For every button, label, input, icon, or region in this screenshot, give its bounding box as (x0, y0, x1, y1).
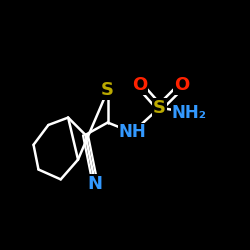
Text: O: O (132, 76, 148, 94)
Text: O: O (174, 76, 190, 94)
Text: S: S (153, 99, 166, 117)
Text: S: S (101, 82, 114, 100)
Text: N: N (88, 175, 103, 193)
Text: NH: NH (118, 124, 146, 142)
Text: NH₂: NH₂ (172, 104, 207, 122)
